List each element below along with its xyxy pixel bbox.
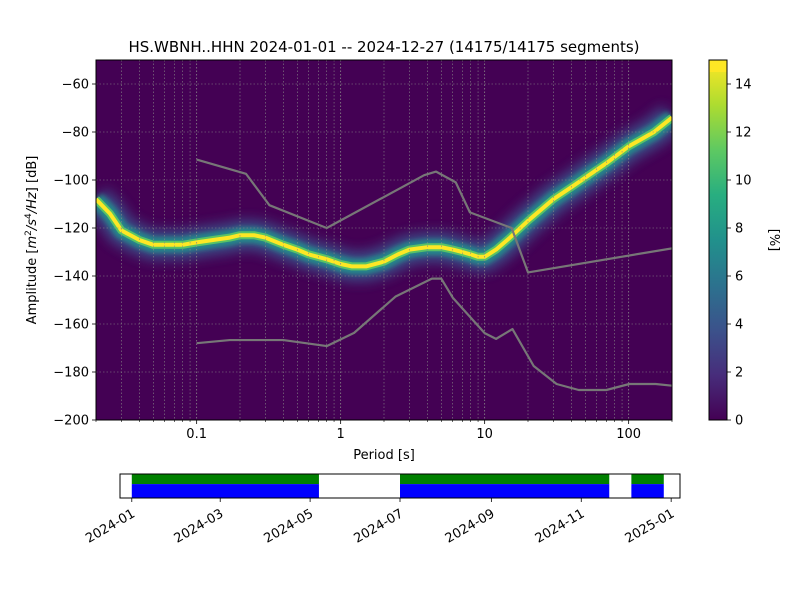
availability-segment-bottom [131,484,319,498]
density-heatmap [96,105,672,282]
colorbar-frame [708,59,728,421]
y-label-s: s [25,219,40,226]
colorbar-tick-label: 4 [735,318,743,333]
colorbar: 0 2 4 6 8 10 12 14 [%] [708,59,781,429]
noise-model-high [196,158,672,274]
y-label-suffix: ] [dB] [25,156,40,193]
y-label-hz: Hz [25,191,40,209]
y-axis-label: Amplitude [m2/s4/Hz] [dB] [24,156,40,325]
y-label-m: m [25,236,40,249]
y-tick-label: −100 [53,174,89,189]
y-tick-label: −200 [53,414,89,429]
colorbar-tick-label: 6 [735,270,743,285]
timeline-tick-label: 2024-03 [172,506,227,546]
y-label-m-exp: 2 [24,230,34,236]
x-axis-ticks: 0.1 1 10 100 [95,420,673,442]
x-axis-label: Period [s] [353,448,415,463]
y-axis-ticks: −60 −80 −100 −120 −140 −160 −180 −200 [53,78,96,429]
availability-segment-bottom [631,484,664,498]
density-peak [96,116,672,269]
colorbar-extension [709,60,727,72]
colorbar-label: [%] [766,229,781,252]
colorbar-tick-label: 8 [735,222,743,237]
timeline-tick-label: 2024-07 [351,506,406,546]
colorbar-tick-label: 10 [735,174,752,189]
timeline-tick-label: 2024-01 [83,506,138,546]
x-tick-label: 1 [337,427,345,442]
x-tick-label: 100 [616,427,641,442]
y-label-prefix: Amplitude [ [25,249,40,325]
colorbar-tick-label: 0 [735,414,743,429]
timeline-tick-label: 2024-11 [533,506,588,546]
y-label-s-exp: 4 [24,213,34,219]
y-tick-label: −60 [62,78,89,93]
y-tick-label: −80 [62,126,89,141]
y-label-slash1: / [25,224,40,231]
availability-segment-top [400,474,610,485]
availability-segment-top [631,474,664,485]
grid-lines [96,60,672,420]
colorbar-tick-label: 14 [735,78,752,93]
availability-segment-top [131,474,319,485]
colorbar-gradient [709,60,727,420]
timeline-ticks: 2024-01 2024-03 2024-05 2024-07 2024-09 2024-… [83,498,677,547]
availability-timeline: 2024-01 2024-03 2024-05 2024-07 2024-09 2024-… [83,473,681,547]
timeline-tick-label: 2024-05 [262,506,317,546]
timeline-tick-label: 2025-01 [623,506,678,546]
timeline-tick-label: 2024-09 [443,506,498,546]
x-tick-label: 10 [476,427,493,442]
noise-model-layer [196,158,672,392]
y-tick-label: −160 [53,318,89,333]
y-tick-label: −140 [53,270,89,285]
y-tick-label: −180 [53,366,89,381]
availability-segment-bottom [400,484,610,498]
x-tick-label: 0.1 [186,427,207,442]
y-tick-label: −120 [53,222,89,237]
colorbar-tick-label: 2 [735,366,743,381]
availability-bars [131,474,664,498]
colorbar-tick-label: 12 [735,126,752,141]
chart-title: HS.WBNH..HHN 2024-01-01 -- 2024-12-27 (1… [128,38,639,56]
ppsd-plot: 0.1 1 10 100 −60 −80 −100 −120 −140 −160 −180 −200 [53,59,673,442]
noise-model-low [196,277,672,392]
colorbar-ticks: 0 2 4 6 8 10 12 14 [727,78,752,429]
y-label-slash2: / [25,207,40,214]
